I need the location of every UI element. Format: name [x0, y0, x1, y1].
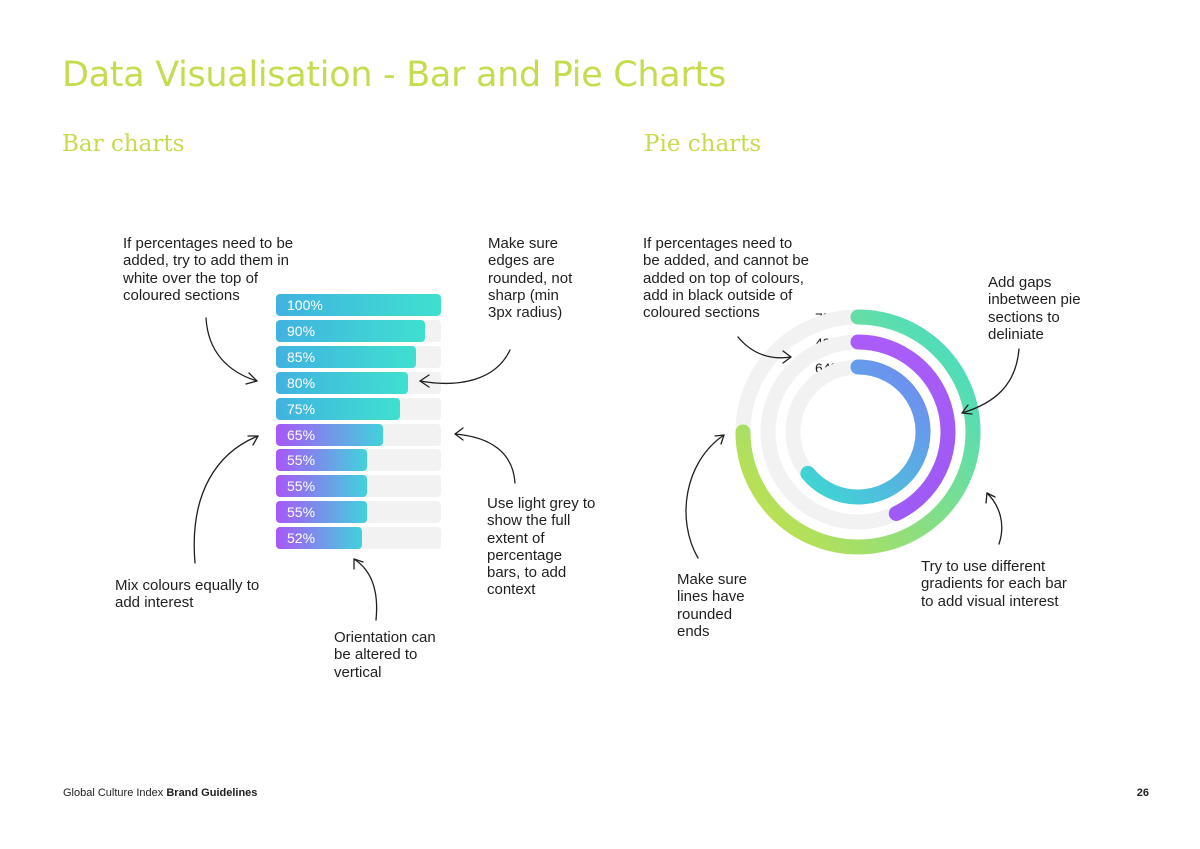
- pie-ring-arc: [735, 309, 981, 555]
- bar: 65%: [276, 423, 384, 446]
- bar-charts-heading: Bar charts: [62, 131, 185, 157]
- pie-ring-arc: [850, 334, 956, 521]
- arrow-bar-grey: [454, 433, 516, 484]
- bar: 100%: [276, 294, 441, 316]
- bar: 55%: [276, 501, 367, 524]
- bar: 55%: [276, 475, 367, 498]
- bar: 90%: [276, 319, 425, 342]
- arrow-pie-percentages: [737, 336, 792, 359]
- bar-note-percentages: If percentages need to be added, try to …: [123, 235, 294, 304]
- arrow-bar-orientation: [353, 558, 378, 621]
- pie-charts-heading: Pie charts: [644, 131, 762, 157]
- pie-note-gradients: Try to use different gradients for each …: [921, 558, 1067, 610]
- arrow-pie-gradients: [986, 492, 1003, 545]
- arrow-bar-mix: [193, 435, 259, 564]
- footer-brand: Global Culture Index Brand Guidelines: [63, 787, 257, 799]
- bar-note-edges: Make sure edges are rounded, not sharp (…: [488, 235, 573, 322]
- bar: 80%: [276, 371, 408, 394]
- pie-note-percentages: If percentages need to be added, and can…: [643, 235, 809, 322]
- pie-ring-arc: [800, 359, 931, 505]
- bar: 85%: [276, 345, 417, 368]
- pie-note-ends: Make sure lines have rounded ends: [677, 571, 748, 640]
- bar-note-orientation: Orientation can be altered to vertical: [334, 629, 436, 681]
- page-title: Data Visualisation - Bar and Pie Charts: [62, 55, 726, 95]
- pie-note-gaps: Add gaps inbetween pie sections to delin…: [988, 274, 1081, 343]
- bar-note-mix: Mix colours equally to add interest: [115, 577, 260, 612]
- arrow-pie-gaps: [961, 348, 1020, 414]
- arrow-bar-edges: [419, 349, 511, 384]
- bar: 75%: [276, 397, 400, 420]
- arrow-pie-ends: [685, 434, 725, 559]
- bar: 55%: [276, 449, 367, 472]
- page-number: 26: [1136, 787, 1149, 799]
- bar: 52%: [276, 527, 362, 550]
- bar-note-grey: Use light grey to show the full extent o…: [487, 495, 596, 599]
- footer-brand-prefix: Global Culture Index: [63, 787, 164, 799]
- arrow-bar-percentages: [205, 317, 258, 382]
- footer-brand-suffix: Brand Guidelines: [166, 787, 258, 799]
